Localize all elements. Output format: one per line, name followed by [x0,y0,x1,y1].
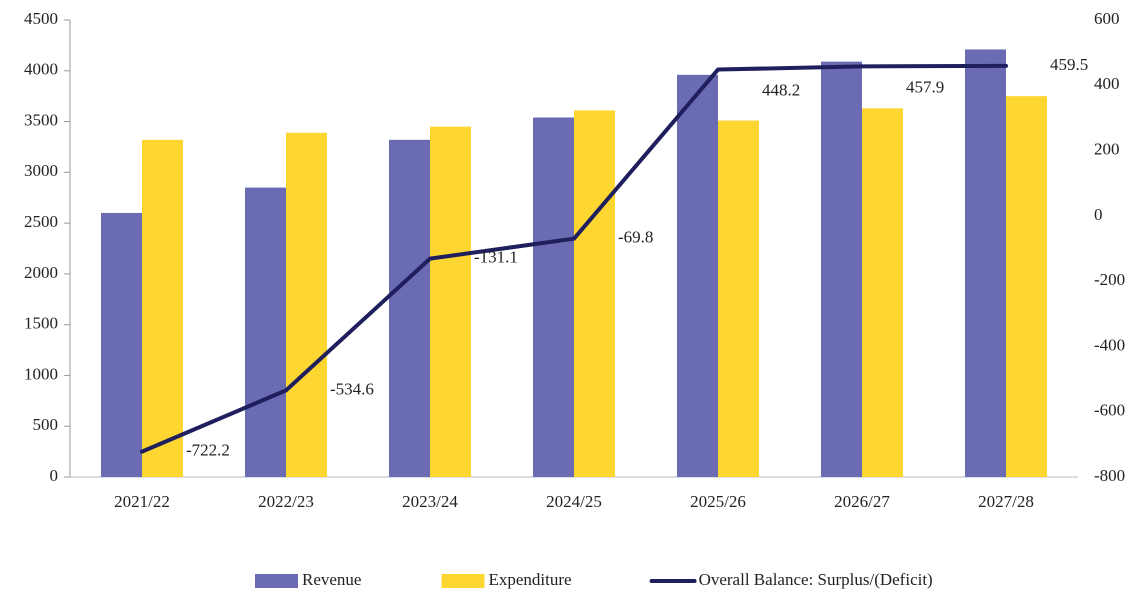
bar [677,74,718,477]
x-tick-label: 2024/25 [546,492,602,511]
y2-tick-label: 0 [1094,205,1103,224]
bar [286,132,327,477]
x-tick-label: 2026/27 [834,492,890,511]
x-tick-label: 2021/22 [114,492,170,511]
data-label: 448.2 [762,80,800,99]
y-tick-label: 4000 [24,60,58,79]
bar [1006,96,1047,478]
data-label: -131.1 [474,248,518,267]
y2-tick-label: -400 [1094,335,1125,354]
legend-swatch [441,574,485,588]
y2-tick-label: -800 [1094,466,1125,485]
data-label: 457.9 [906,77,944,96]
x-tick-label: 2027/28 [978,492,1034,511]
bar [718,120,759,477]
data-label: -534.6 [330,379,374,398]
x-tick-label: 2022/23 [258,492,314,511]
y-tick-label: 4500 [24,9,58,28]
y-tick-label: 0 [50,466,59,485]
y2-tick-label: 400 [1094,74,1120,93]
bar [101,212,142,477]
data-label: -69.8 [618,228,653,247]
data-label: 459.5 [1050,55,1088,74]
bar [965,49,1006,477]
y-tick-label: 3500 [24,110,58,129]
y-tick-label: 1000 [24,364,58,383]
bar [821,61,862,477]
bar [430,126,471,477]
data-label: -722.2 [186,441,230,460]
y-tick-label: 500 [33,415,59,434]
line [140,63,1008,454]
bar [533,117,574,477]
y-tick-label: 1500 [24,314,58,333]
y-tick-label: 2500 [24,212,58,231]
bar [574,110,615,477]
legend-swatch [255,574,298,588]
legend-label: Revenue [302,570,361,589]
legend-label: Overall Balance: Surplus/(Deficit) [699,570,933,589]
y2-tick-label: 600 [1094,9,1120,28]
legend-label: Expenditure [488,570,571,589]
y-tick-label: 3000 [24,161,58,180]
x-tick-label: 2025/26 [690,492,746,511]
y2-tick-label: -600 [1094,401,1125,420]
y-tick-label: 2000 [24,263,58,282]
y2-tick-label: 200 [1094,139,1120,158]
bar [389,139,430,477]
bar [142,139,183,477]
x-tick-label: 2023/24 [402,492,458,511]
y2-tick-label: -200 [1094,270,1125,289]
bar [862,108,903,477]
bar [245,187,286,478]
